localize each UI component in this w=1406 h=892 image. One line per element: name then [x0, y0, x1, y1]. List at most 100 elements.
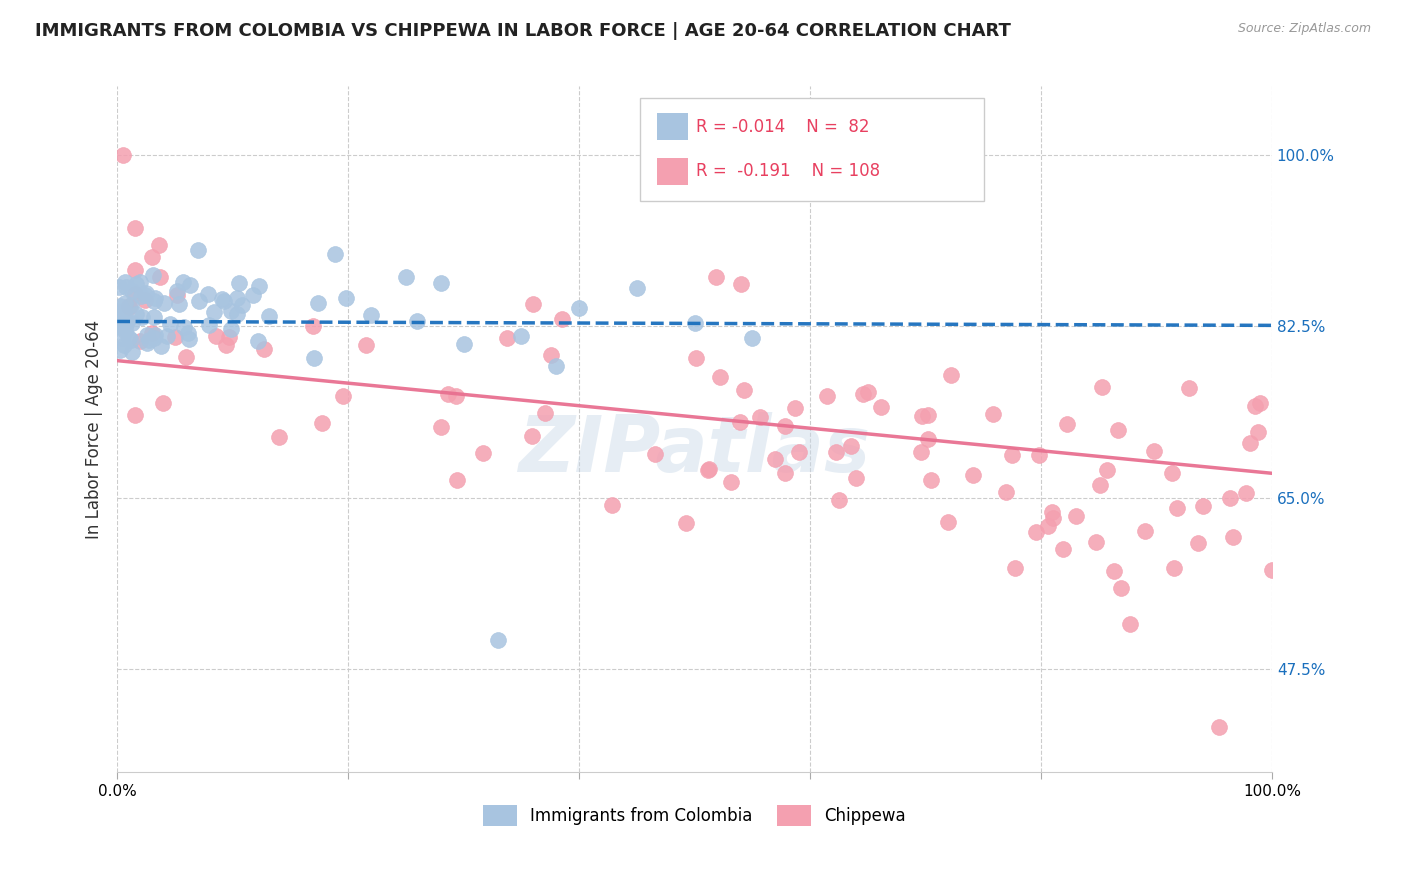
- Point: [211, 292, 233, 306]
- Point: [644, 447, 666, 461]
- Point: [108, 343, 131, 357]
- Point: [1107, 423, 1129, 437]
- Point: [510, 328, 533, 343]
- Point: [247, 278, 270, 293]
- Point: [1088, 478, 1111, 492]
- Point: [311, 416, 333, 430]
- Point: [446, 473, 468, 487]
- Y-axis label: In Labor Force | Age 20-64: In Labor Force | Age 20-64: [86, 319, 103, 539]
- Point: [1239, 436, 1261, 450]
- Point: [453, 337, 475, 351]
- Point: [568, 301, 591, 316]
- Point: [166, 288, 188, 302]
- Point: [1064, 509, 1087, 524]
- Point: [125, 307, 148, 321]
- Point: [1085, 534, 1108, 549]
- Point: [114, 296, 136, 310]
- Point: [187, 243, 209, 257]
- Point: [839, 439, 862, 453]
- Point: [856, 385, 879, 400]
- Point: [150, 339, 173, 353]
- Point: [124, 277, 146, 291]
- Point: [533, 406, 555, 420]
- Point: [1234, 486, 1257, 500]
- Point: [118, 331, 141, 345]
- Point: [242, 288, 264, 302]
- Point: [142, 268, 165, 282]
- Point: [825, 445, 848, 459]
- Point: [114, 324, 136, 338]
- Point: [110, 320, 132, 334]
- Point: [111, 148, 134, 162]
- Point: [1222, 530, 1244, 544]
- Point: [136, 335, 159, 350]
- Point: [143, 331, 166, 345]
- Point: [197, 287, 219, 301]
- Point: [962, 468, 984, 483]
- Point: [332, 389, 354, 403]
- Point: [198, 318, 221, 333]
- Point: [121, 344, 143, 359]
- Point: [1040, 505, 1063, 519]
- Point: [166, 284, 188, 298]
- Point: [540, 348, 562, 362]
- Point: [1187, 535, 1209, 549]
- Point: [129, 334, 152, 348]
- Point: [704, 270, 727, 285]
- Point: [219, 304, 242, 318]
- Point: [267, 430, 290, 444]
- Point: [1056, 417, 1078, 432]
- Point: [600, 498, 623, 512]
- Point: [114, 275, 136, 289]
- Point: [851, 387, 873, 401]
- Point: [131, 310, 153, 324]
- Point: [228, 276, 250, 290]
- Point: [124, 286, 146, 301]
- Point: [941, 368, 963, 382]
- Point: [1102, 564, 1125, 578]
- Point: [129, 289, 152, 303]
- Point: [148, 238, 170, 252]
- Point: [720, 475, 742, 489]
- Point: [226, 291, 249, 305]
- Point: [1001, 448, 1024, 462]
- Point: [429, 277, 451, 291]
- Point: [118, 300, 141, 314]
- Point: [108, 299, 131, 313]
- Point: [218, 330, 240, 344]
- Point: [1178, 381, 1201, 395]
- Point: [108, 313, 131, 327]
- Point: [108, 318, 131, 333]
- Point: [141, 326, 163, 341]
- Point: [308, 296, 330, 310]
- Point: [156, 329, 179, 343]
- Point: [247, 334, 270, 348]
- Point: [121, 284, 143, 298]
- Point: [120, 333, 142, 347]
- Point: [995, 484, 1018, 499]
- Point: [1025, 525, 1047, 540]
- Point: [212, 294, 235, 309]
- Point: [783, 401, 806, 415]
- Point: [115, 314, 138, 328]
- Point: [173, 319, 195, 334]
- Point: [1160, 466, 1182, 480]
- Point: [143, 310, 166, 324]
- Legend: Immigrants from Colombia, Chippewa: Immigrants from Colombia, Chippewa: [477, 798, 912, 832]
- Point: [108, 280, 131, 294]
- Point: [112, 337, 135, 351]
- Point: [356, 337, 378, 351]
- Point: [551, 311, 574, 326]
- Point: [741, 331, 763, 345]
- Point: [302, 319, 325, 334]
- Point: [118, 299, 141, 313]
- Point: [1249, 396, 1271, 410]
- Point: [124, 408, 146, 422]
- Point: [179, 332, 201, 346]
- Point: [1028, 448, 1050, 462]
- Point: [1247, 425, 1270, 439]
- Point: [172, 275, 194, 289]
- Point: [177, 326, 200, 340]
- Point: [1208, 720, 1230, 734]
- Point: [697, 461, 720, 475]
